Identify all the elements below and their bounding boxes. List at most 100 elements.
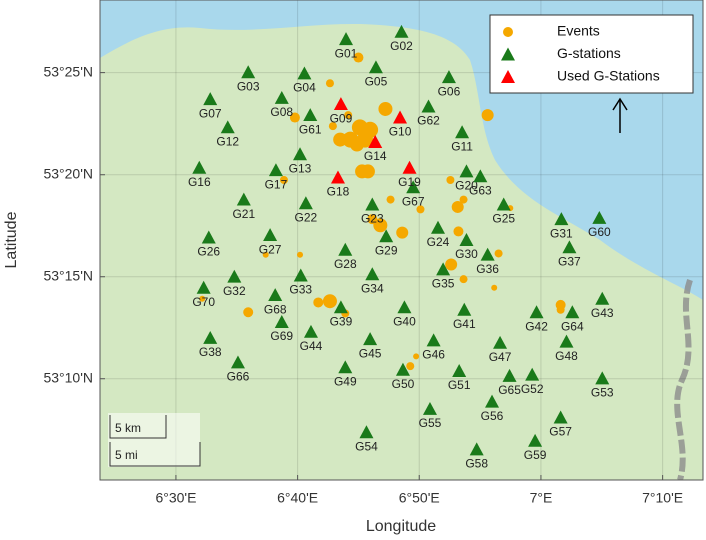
station-label: G17 xyxy=(265,177,288,191)
station xyxy=(359,425,374,439)
event xyxy=(491,284,498,291)
station xyxy=(297,66,312,80)
station xyxy=(496,197,511,211)
event xyxy=(378,101,393,116)
station xyxy=(201,230,216,244)
event xyxy=(459,195,468,204)
river xyxy=(674,279,693,480)
station-label: G53 xyxy=(591,386,614,400)
station-label: G51 xyxy=(448,378,471,392)
station xyxy=(368,135,383,148)
y-axis-label: Latitude xyxy=(3,211,20,268)
station xyxy=(393,110,408,124)
station xyxy=(422,401,437,415)
station-label: G29 xyxy=(375,243,398,257)
station-label: G24 xyxy=(427,235,450,249)
station-label: G69 xyxy=(270,329,293,343)
arrow-head xyxy=(612,97,628,111)
km-bar xyxy=(109,415,167,439)
station xyxy=(368,60,383,74)
scale-bg xyxy=(108,413,200,467)
station-label: G50 xyxy=(392,377,415,391)
station xyxy=(562,240,577,254)
station xyxy=(529,305,544,319)
station-label: G63 xyxy=(469,183,492,197)
station xyxy=(395,362,410,376)
station-label: G26 xyxy=(197,245,220,259)
event xyxy=(396,226,409,239)
station xyxy=(303,324,318,338)
station xyxy=(473,169,488,183)
y-tick-label: 53°20'N xyxy=(43,165,93,181)
legend-label: Events xyxy=(557,23,600,39)
station-label: G32 xyxy=(223,284,246,298)
station xyxy=(236,192,251,206)
station-label: G55 xyxy=(419,416,442,430)
legend-label: Used G-Stations xyxy=(557,68,660,84)
station xyxy=(441,70,456,84)
station xyxy=(559,334,574,348)
station-label: G45 xyxy=(359,346,382,360)
station xyxy=(480,247,495,261)
station-label: G61 xyxy=(299,122,322,136)
station xyxy=(363,332,378,346)
station-label: G58 xyxy=(465,457,488,471)
station xyxy=(493,335,508,349)
station xyxy=(406,180,421,194)
station-label: G52 xyxy=(521,382,544,396)
station xyxy=(421,99,436,113)
station-label: G02 xyxy=(390,39,413,53)
station xyxy=(365,197,380,211)
y-tick-label: 53°25'N xyxy=(43,63,93,79)
station-label: G27 xyxy=(259,242,282,256)
station-label: G37 xyxy=(558,255,581,269)
station-label: G07 xyxy=(199,106,222,120)
event xyxy=(325,79,334,88)
station-label: G39 xyxy=(330,315,353,329)
event xyxy=(243,307,254,318)
event xyxy=(279,176,288,184)
station-label: G68 xyxy=(264,302,287,316)
station-label: G06 xyxy=(438,84,461,98)
station xyxy=(394,24,409,38)
station-label: G13 xyxy=(289,161,312,175)
station-label: G42 xyxy=(525,319,548,333)
event xyxy=(494,249,503,258)
station xyxy=(293,147,308,161)
station-label: G16 xyxy=(188,175,211,189)
station-label: G03 xyxy=(237,79,260,93)
station xyxy=(196,280,211,294)
station xyxy=(528,433,543,447)
station-label: G33 xyxy=(289,283,312,297)
north-arrow xyxy=(612,97,628,133)
station-label: G04 xyxy=(293,81,316,95)
station-label: G23 xyxy=(361,212,384,226)
legend-marker xyxy=(503,27,513,37)
event xyxy=(333,132,348,147)
station xyxy=(595,291,610,305)
station xyxy=(502,368,517,382)
station xyxy=(274,315,289,328)
station-label: G66 xyxy=(227,370,250,384)
station xyxy=(303,108,318,122)
station xyxy=(338,242,353,256)
station-label: G19 xyxy=(398,175,421,189)
station xyxy=(592,210,607,224)
station-label: G09 xyxy=(330,111,353,125)
station-label: G10 xyxy=(389,125,412,139)
event xyxy=(262,251,269,258)
station xyxy=(268,288,283,302)
station xyxy=(459,233,474,246)
station xyxy=(241,65,256,79)
legend-marker xyxy=(501,47,515,61)
event xyxy=(453,226,464,237)
station-label: G44 xyxy=(300,339,323,353)
station xyxy=(553,410,568,424)
event xyxy=(313,297,324,308)
scale-bar: 5 km 5 mi xyxy=(108,413,201,467)
station-label: G43 xyxy=(591,306,614,320)
station xyxy=(333,300,348,314)
event xyxy=(416,205,425,214)
event xyxy=(356,131,373,148)
